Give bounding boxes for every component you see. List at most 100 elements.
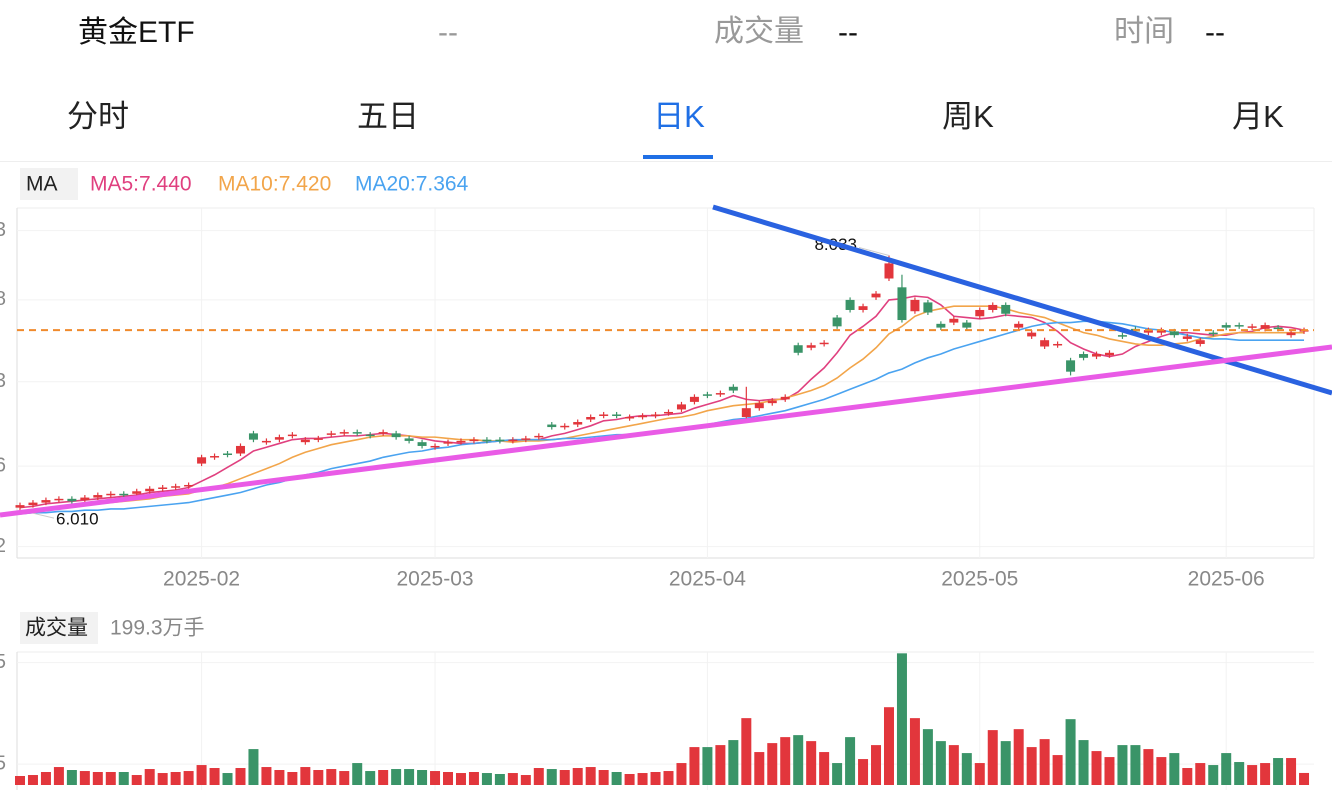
candle-body bbox=[625, 416, 635, 419]
candle-body bbox=[339, 432, 349, 434]
volume-bar bbox=[274, 770, 285, 785]
candle-body bbox=[547, 424, 557, 428]
min-label: 6.010 bbox=[56, 510, 99, 529]
tab-active[interactable]: 日K bbox=[653, 99, 705, 134]
volume-bar bbox=[702, 747, 713, 785]
volume-bar bbox=[443, 772, 454, 785]
candle-body bbox=[586, 416, 596, 420]
volume-bar bbox=[1078, 740, 1089, 785]
candle-body bbox=[404, 438, 414, 441]
volume-bar bbox=[806, 741, 817, 785]
legend-entry: MA20:7.364 bbox=[355, 173, 469, 196]
candle-body bbox=[1053, 343, 1063, 346]
tab[interactable]: 周K bbox=[942, 99, 994, 134]
x-tick-label: 2025-06 bbox=[1188, 568, 1265, 591]
candle-body bbox=[482, 439, 492, 442]
volume-bar bbox=[209, 768, 220, 785]
candle-body bbox=[949, 318, 959, 323]
volume-bar bbox=[365, 771, 376, 785]
volume-bar bbox=[871, 745, 882, 785]
fund-name: 黄金ETF bbox=[78, 16, 195, 49]
candle-body bbox=[560, 425, 570, 428]
candle-body bbox=[1260, 325, 1270, 329]
volume-label: 成交量 bbox=[714, 15, 804, 48]
x-tick-label: 2025-04 bbox=[669, 568, 746, 591]
candle-body bbox=[638, 415, 648, 418]
volume-bar bbox=[79, 771, 90, 785]
candle-body bbox=[1014, 323, 1024, 328]
candle-body bbox=[780, 396, 790, 400]
volume-bar bbox=[987, 730, 998, 785]
candle-body bbox=[793, 345, 803, 353]
candle-body bbox=[261, 440, 271, 443]
trend-line bbox=[0, 344, 1332, 518]
candle-body bbox=[417, 442, 427, 446]
volume-title-box bbox=[20, 612, 98, 644]
x-tick-label: 2025-05 bbox=[941, 568, 1018, 591]
volume-bar bbox=[715, 745, 726, 785]
volume-bar bbox=[131, 775, 142, 785]
candle-body bbox=[145, 488, 155, 492]
volume-bar bbox=[378, 770, 389, 785]
candle-body bbox=[767, 400, 777, 404]
volume-bar bbox=[235, 768, 246, 785]
volume-bar bbox=[689, 747, 700, 785]
candle-body bbox=[352, 432, 362, 434]
y-tick-label: 6.36 bbox=[0, 454, 6, 476]
tab-underline bbox=[643, 155, 713, 159]
volume-bar bbox=[92, 772, 103, 785]
volume-bar bbox=[15, 775, 25, 785]
legend-entry: MA10:7.420 bbox=[218, 173, 331, 196]
volume-bar bbox=[196, 765, 207, 785]
candle-body bbox=[910, 299, 920, 312]
candle-body bbox=[975, 309, 985, 317]
candle-body bbox=[806, 345, 816, 348]
tab[interactable]: 月K bbox=[1232, 99, 1284, 134]
volume-bar bbox=[909, 718, 920, 785]
ma-line bbox=[19, 305, 1305, 513]
volume-bar bbox=[222, 773, 233, 785]
tab[interactable]: 五日 bbox=[357, 99, 419, 134]
volume-subtitle: 199.3万手 bbox=[110, 617, 205, 640]
volume-title: 成交量 bbox=[25, 617, 88, 640]
volume-bar bbox=[624, 773, 635, 785]
candle-body bbox=[988, 304, 998, 310]
candle-body bbox=[702, 394, 712, 396]
candle-body bbox=[1092, 354, 1102, 357]
volume-bar bbox=[1299, 772, 1310, 785]
ma-line bbox=[19, 320, 1305, 515]
price-plot: 5.72 6.36 7.03 7.68 8.23 2025-02 2025-03 2025-0… bbox=[0, 208, 1314, 591]
volume-bar bbox=[793, 735, 804, 785]
volume-bar bbox=[1143, 749, 1154, 785]
volume-bar bbox=[1286, 758, 1297, 785]
candle-body bbox=[521, 438, 531, 440]
volume-bar bbox=[1260, 763, 1271, 785]
time-label: 时间 bbox=[1114, 15, 1174, 48]
legend-box bbox=[20, 168, 78, 200]
volume-bar bbox=[741, 718, 752, 785]
candle-body bbox=[845, 299, 855, 310]
volume-bar bbox=[313, 770, 324, 785]
candle-body bbox=[132, 491, 142, 494]
volume-bar bbox=[170, 772, 181, 785]
volume-bar bbox=[1273, 758, 1284, 785]
volume-bar bbox=[1000, 741, 1011, 785]
volume-bar bbox=[1208, 765, 1219, 785]
volume-bar bbox=[40, 772, 51, 785]
candle-body bbox=[391, 433, 401, 438]
candle-body bbox=[274, 437, 284, 440]
candle-body bbox=[741, 408, 751, 417]
legend-title: MA bbox=[26, 173, 58, 196]
candle-body bbox=[1027, 332, 1037, 337]
tab[interactable]: 分时 bbox=[67, 99, 129, 134]
volume-bar bbox=[585, 767, 596, 785]
candle-body bbox=[54, 498, 64, 501]
candle-body bbox=[573, 422, 583, 425]
candle-body bbox=[689, 396, 699, 402]
volume-bar bbox=[533, 768, 544, 785]
candle-body bbox=[754, 403, 764, 409]
volume-bar bbox=[520, 775, 531, 785]
candle-body bbox=[67, 498, 77, 502]
